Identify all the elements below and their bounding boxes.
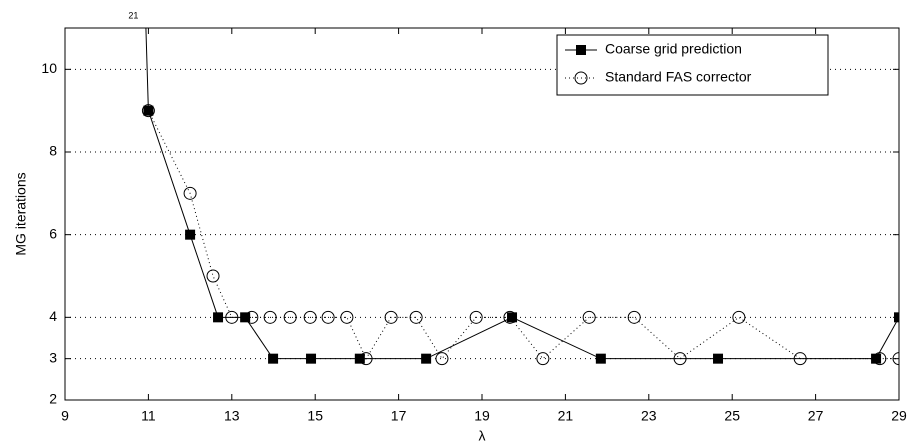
series-line [145, 28, 899, 360]
data-point [469, 310, 483, 324]
x-tick-label: 29 [891, 408, 907, 424]
x-tick-label: 25 [724, 408, 740, 424]
x-tick-label: 17 [391, 408, 407, 424]
y-axis-label: MG iterations [13, 172, 29, 255]
data-point [627, 310, 641, 324]
data-point [421, 353, 432, 364]
data-point [409, 310, 423, 324]
x-tick-label: 9 [61, 408, 69, 424]
data-point [673, 352, 687, 366]
x-tick-label: 23 [641, 408, 657, 424]
x-tick-label: 27 [808, 408, 824, 424]
y-tick-label: 2 [49, 391, 57, 407]
data-point [713, 353, 724, 364]
y-tick-label: 3 [49, 349, 57, 365]
y-tick-label: 10 [41, 60, 57, 76]
data-point [871, 353, 882, 364]
plot-area [141, 28, 899, 366]
data-point [582, 310, 596, 324]
x-tick-label: 11 [141, 408, 156, 424]
data-point [283, 310, 297, 324]
legend-label: Coarse grid prediction [605, 41, 742, 57]
data-point [536, 352, 550, 366]
data-point [892, 352, 899, 366]
data-point [185, 229, 196, 240]
data-point [306, 353, 317, 364]
data-point [213, 312, 224, 323]
data-point [732, 310, 746, 324]
data-point [595, 353, 606, 364]
data-label: 21 [128, 10, 138, 20]
data-point [263, 310, 277, 324]
y-tick-label: 6 [49, 225, 57, 241]
legend-marker [576, 45, 586, 55]
data-point [435, 352, 449, 366]
legend-marker [574, 71, 588, 85]
data-point [873, 352, 887, 366]
data-point [384, 310, 398, 324]
data-point [894, 312, 899, 323]
data-point [268, 353, 279, 364]
data-point [240, 312, 251, 323]
data-point [141, 104, 155, 118]
x-tick-label: 19 [474, 408, 490, 424]
data-point [183, 186, 197, 200]
data-point [303, 310, 317, 324]
y-tick-label: 8 [49, 143, 57, 159]
series-line [147, 110, 899, 360]
x-tick-label: 13 [224, 408, 240, 424]
data-point [503, 310, 517, 324]
data-point [507, 312, 518, 323]
data-point [321, 310, 335, 324]
data-point [245, 310, 259, 324]
x-tick-label: 15 [307, 408, 323, 424]
x-axis-label: λ [479, 428, 486, 444]
data-point [793, 352, 807, 366]
data-point [359, 352, 373, 366]
x-tick-label: 21 [558, 408, 574, 424]
legend-label: Standard FAS corrector [605, 69, 752, 85]
legend-box [556, 34, 829, 96]
y-tick-label: 4 [49, 308, 57, 324]
data-point [206, 269, 220, 283]
data-point [340, 310, 354, 324]
data-point [225, 310, 239, 324]
